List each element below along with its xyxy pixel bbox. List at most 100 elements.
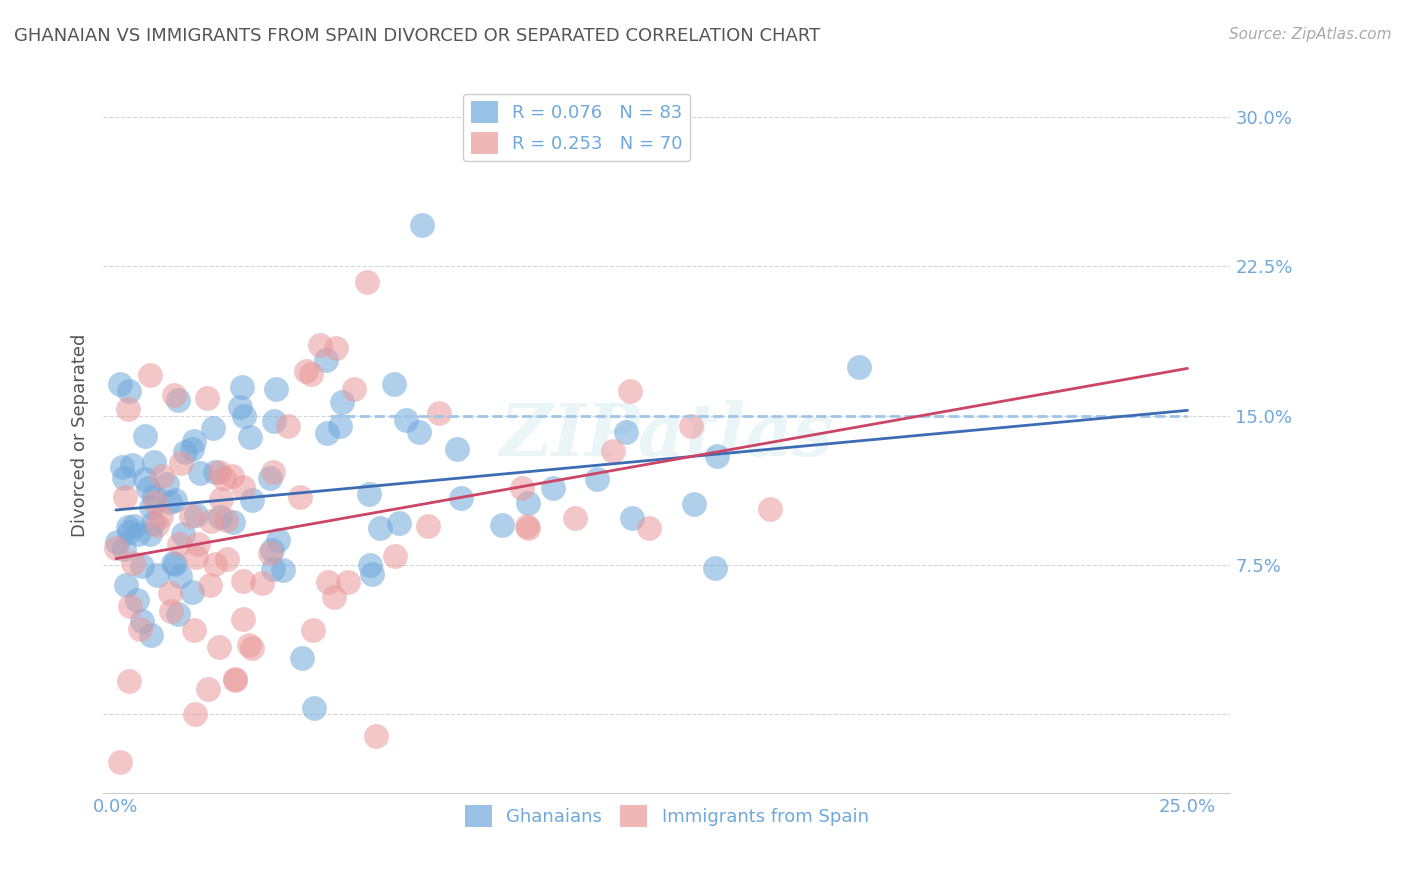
- Point: [510, 481, 533, 495]
- Point: [139, 628, 162, 642]
- Point: [111, 460, 134, 475]
- Point: [169, 537, 191, 551]
- Point: [302, 700, 325, 714]
- Point: [238, 638, 260, 652]
- Point: [143, 489, 166, 503]
- Point: [108, 377, 131, 392]
- Point: [262, 465, 284, 479]
- Point: [429, 406, 451, 420]
- Point: [222, 516, 245, 530]
- Point: [131, 559, 153, 574]
- Point: [139, 500, 162, 514]
- Point: [221, 469, 243, 483]
- Point: [114, 490, 136, 504]
- Point: [621, 511, 644, 525]
- Point: [201, 421, 224, 435]
- Point: [117, 402, 139, 417]
- Point: [156, 477, 179, 491]
- Point: [267, 533, 290, 548]
- Point: [316, 425, 339, 440]
- Point: [190, 467, 212, 481]
- Point: [165, 557, 187, 571]
- Point: [180, 585, 202, 599]
- Point: [198, 578, 221, 592]
- Point: [117, 520, 139, 534]
- Point: [169, 569, 191, 583]
- Y-axis label: Divorced or Separated: Divorced or Separated: [72, 334, 89, 537]
- Point: [364, 730, 387, 744]
- Point: [105, 535, 128, 549]
- Point: [231, 380, 253, 394]
- Point: [149, 508, 172, 523]
- Point: [115, 578, 138, 592]
- Point: [516, 519, 538, 533]
- Point: [288, 490, 311, 504]
- Point: [411, 218, 433, 232]
- Point: [384, 549, 406, 563]
- Point: [197, 681, 219, 696]
- Point: [121, 556, 143, 570]
- Text: ZIPatlas: ZIPatlas: [499, 400, 834, 471]
- Point: [263, 413, 285, 427]
- Point: [614, 425, 637, 440]
- Point: [159, 495, 181, 509]
- Point: [679, 418, 702, 433]
- Point: [143, 455, 166, 469]
- Point: [517, 520, 540, 534]
- Point: [388, 516, 411, 530]
- Point: [277, 418, 299, 433]
- Point: [322, 590, 344, 604]
- Point: [360, 566, 382, 581]
- Point: [139, 526, 162, 541]
- Point: [209, 509, 232, 524]
- Text: Source: ZipAtlas.com: Source: ZipAtlas.com: [1229, 27, 1392, 42]
- Point: [336, 575, 359, 590]
- Point: [240, 640, 263, 655]
- Point: [395, 413, 418, 427]
- Point: [706, 449, 728, 463]
- Point: [759, 501, 782, 516]
- Point: [162, 556, 184, 570]
- Point: [187, 536, 209, 550]
- Point: [169, 456, 191, 470]
- Point: [163, 492, 186, 507]
- Point: [291, 650, 314, 665]
- Point: [150, 468, 173, 483]
- Point: [703, 561, 725, 575]
- Point: [112, 471, 135, 485]
- Point: [146, 518, 169, 533]
- Point: [180, 508, 202, 523]
- Point: [315, 353, 337, 368]
- Point: [416, 519, 439, 533]
- Point: [136, 481, 159, 495]
- Point: [167, 392, 190, 407]
- Point: [446, 442, 468, 456]
- Point: [382, 376, 405, 391]
- Point: [208, 640, 231, 654]
- Point: [204, 557, 226, 571]
- Point: [232, 479, 254, 493]
- Legend: Ghanaians, Immigrants from Spain: Ghanaians, Immigrants from Spain: [457, 798, 876, 834]
- Point: [163, 387, 186, 401]
- Point: [682, 497, 704, 511]
- Text: GHANAIAN VS IMMIGRANTS FROM SPAIN DIVORCED OR SEPARATED CORRELATION CHART: GHANAIAN VS IMMIGRANTS FROM SPAIN DIVORC…: [14, 27, 820, 45]
- Point: [127, 527, 149, 541]
- Point: [329, 419, 352, 434]
- Point: [224, 672, 246, 686]
- Point: [160, 604, 183, 618]
- Point: [250, 576, 273, 591]
- Point: [302, 623, 325, 637]
- Point: [184, 550, 207, 565]
- Point: [212, 471, 235, 485]
- Point: [240, 493, 263, 508]
- Point: [229, 400, 252, 414]
- Point: [118, 524, 141, 539]
- Point: [232, 612, 254, 626]
- Point: [262, 543, 284, 558]
- Point: [173, 444, 195, 458]
- Point: [273, 563, 295, 577]
- Point: [325, 341, 347, 355]
- Point: [316, 575, 339, 590]
- Point: [214, 513, 236, 527]
- Point: [143, 495, 166, 509]
